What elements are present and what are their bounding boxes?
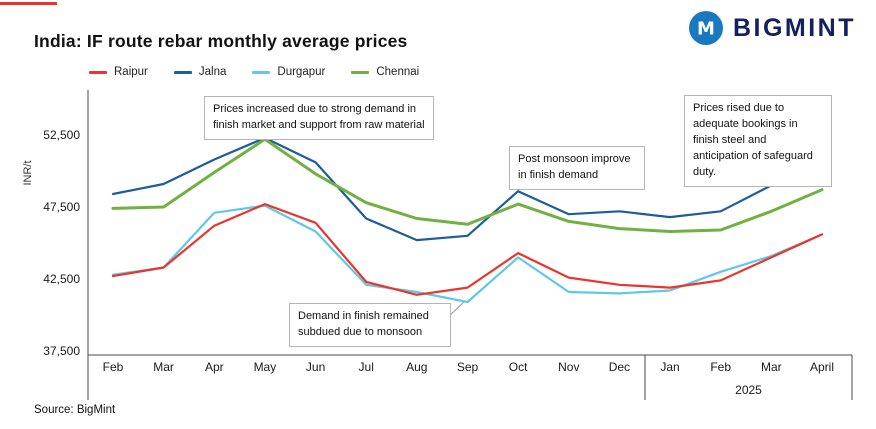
bigmint-logo-text: BIGMINT bbox=[732, 13, 856, 42]
y-tick-label: 47,500 bbox=[43, 200, 80, 214]
x-tick-label: Mar bbox=[153, 360, 174, 374]
annotation-post-monsoon: Post monsoon improve in finish demand bbox=[509, 146, 645, 190]
x-tick-label: April bbox=[810, 360, 834, 374]
legend-label-jalna: Jalna bbox=[198, 66, 227, 78]
legend-marker-raipur bbox=[89, 70, 107, 74]
y-tick-label: 52,500 bbox=[43, 128, 80, 142]
x-tick-label: Aug bbox=[406, 360, 427, 374]
x-tick-label: Sep bbox=[457, 360, 479, 374]
legend-label-chennai: Chennai bbox=[376, 66, 420, 78]
y-axis-title: INR/t bbox=[22, 160, 34, 185]
annotation-strong-demand: Prices increased due to strong demand in… bbox=[204, 96, 434, 140]
legend-item-durgapur: Durgapur bbox=[252, 66, 325, 78]
series-line-durgapur bbox=[111, 204, 824, 304]
y-tick-label: 42,500 bbox=[43, 272, 80, 286]
legend-label-raipur: Raipur bbox=[114, 66, 148, 78]
x-tick-label: Mar bbox=[761, 360, 782, 374]
x-tick-label: Feb bbox=[103, 360, 124, 374]
annotation-safeguard-duty: Prices rised due to adequate bookings in… bbox=[684, 95, 832, 187]
source-note: Source: BigMint bbox=[34, 404, 116, 416]
bigmint-logo: M BIGMINT bbox=[688, 10, 856, 46]
legend-item-jalna: Jalna bbox=[173, 66, 227, 78]
legend-item-chennai: Chennai bbox=[351, 66, 419, 78]
chart-legend: Raipur Jalna Durgapur Chennai bbox=[89, 66, 419, 78]
legend-marker-jalna bbox=[173, 70, 192, 74]
x-tick-label: May bbox=[254, 360, 277, 374]
x-tick-label: Feb bbox=[710, 360, 731, 374]
x-tick-label: Oct bbox=[509, 360, 528, 374]
legend-item-raipur: Raipur bbox=[89, 66, 148, 78]
page-title: India: IF route rebar monthly average pr… bbox=[34, 31, 408, 51]
legend-label-durgapur: Durgapur bbox=[277, 66, 326, 78]
series-line-raipur bbox=[111, 203, 824, 296]
bigmint-logo-icon: M bbox=[688, 11, 723, 45]
x-tick-label: Nov bbox=[558, 360, 579, 374]
legend-marker-durgapur bbox=[252, 70, 271, 74]
accent-bar bbox=[0, 2, 57, 5]
annotation-monsoon-subdued: Demand in finish remained subdued due to… bbox=[289, 303, 451, 347]
svg-text:M: M bbox=[697, 19, 715, 40]
x-tick-label: Jan bbox=[660, 360, 679, 374]
year-label: 2025 bbox=[735, 383, 762, 397]
x-tick-label: Dec bbox=[609, 360, 630, 374]
legend-marker-chennai bbox=[351, 70, 370, 74]
x-tick-label: Jul bbox=[359, 360, 374, 374]
x-tick-label: Apr bbox=[205, 360, 224, 374]
x-tick-label: Jun bbox=[306, 360, 325, 374]
y-tick-label: 37,500 bbox=[43, 344, 80, 358]
